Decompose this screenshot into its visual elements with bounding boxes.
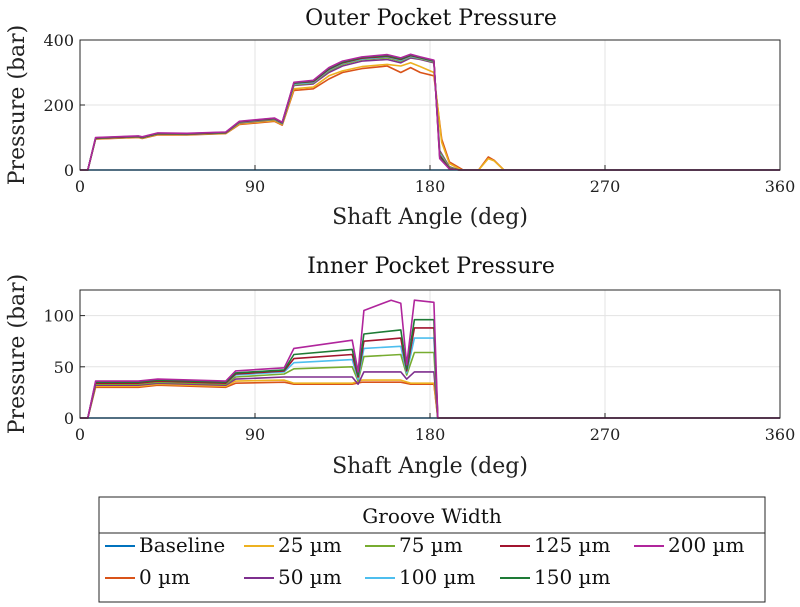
x-tick-label: 270 xyxy=(590,425,621,444)
x-tick-label: 90 xyxy=(245,425,265,444)
series-group xyxy=(80,299,780,419)
x-tick-label: 270 xyxy=(590,177,621,196)
legend-entry: 0 µm xyxy=(105,565,190,589)
chart-title: Inner Pocket Pressure xyxy=(307,254,555,279)
y-tick-label: 400 xyxy=(43,31,74,50)
legend-entry: 75 µm xyxy=(365,533,463,557)
series-line xyxy=(80,318,780,419)
x-axis-label: Shaft Angle (deg) xyxy=(332,205,528,230)
x-tick-label: 90 xyxy=(245,177,265,196)
legend-label: 0 µm xyxy=(139,565,190,589)
legend-entry: 50 µm xyxy=(244,565,342,589)
outer-pocket-chart: Outer Pocket Pressure 0 90 180 270 360 0 200 40… xyxy=(5,6,795,230)
legend-entry: 25 µm xyxy=(244,533,342,557)
x-tick-label: 360 xyxy=(765,177,796,196)
legend-label: 50 µm xyxy=(278,565,342,589)
legend-label: 125 µm xyxy=(534,533,611,557)
x-tick-label: 0 xyxy=(75,177,85,196)
series-line xyxy=(80,53,780,171)
legend-title: Groove Width xyxy=(362,504,502,528)
tick-labels: 0 90 180 270 360 0 50 100 xyxy=(43,307,795,444)
x-tick-label: 180 xyxy=(415,425,446,444)
series-line xyxy=(80,381,780,419)
y-tick-label: 100 xyxy=(43,307,74,326)
legend-label: 150 µm xyxy=(534,565,611,589)
grid xyxy=(80,290,780,418)
legend: Groove Width Baseline 25 µm 75 µm 125 µm 200… xyxy=(98,496,766,603)
legend-box xyxy=(98,496,766,603)
legend-entry: 100 µm xyxy=(365,565,476,589)
legend-label: 75 µm xyxy=(399,533,463,557)
tick-labels: 0 90 180 270 360 0 200 400 xyxy=(43,31,795,196)
x-tick-label: 0 xyxy=(75,425,85,444)
legend-label: Baseline xyxy=(139,533,225,557)
legend-label: 100 µm xyxy=(399,565,476,589)
y-tick-label: 200 xyxy=(43,96,74,115)
x-tick-label: 180 xyxy=(415,177,446,196)
series-line xyxy=(80,379,780,419)
y-tick-label: 0 xyxy=(64,161,74,180)
x-axis-label: Shaft Angle (deg) xyxy=(332,454,528,479)
legend-entry: Baseline xyxy=(105,533,225,557)
legend-entry: 200 µm xyxy=(634,533,745,557)
inner-pocket-chart: Inner Pocket Pressure 0 90 180 270 360 0 50 100… xyxy=(5,254,795,479)
legend-label: 200 µm xyxy=(668,533,745,557)
series-line xyxy=(80,327,780,419)
series-line xyxy=(80,299,780,419)
legend-entries: Baseline 25 µm 75 µm 125 µm 200 µm 0 µm 50 µm 1… xyxy=(105,533,745,589)
series-line xyxy=(80,351,780,419)
y-tick-label: 0 xyxy=(64,409,74,428)
y-axis-label: Pressure (bar) xyxy=(5,25,30,186)
x-tick-label: 360 xyxy=(765,425,796,444)
y-tick-label: 50 xyxy=(54,358,74,377)
y-axis-label: Pressure (bar) xyxy=(5,274,30,435)
chart-title: Outer Pocket Pressure xyxy=(305,6,557,31)
legend-entry: 150 µm xyxy=(500,565,611,589)
legend-label: 25 µm xyxy=(278,533,342,557)
legend-entry: 125 µm xyxy=(500,533,611,557)
series-line xyxy=(80,371,780,419)
